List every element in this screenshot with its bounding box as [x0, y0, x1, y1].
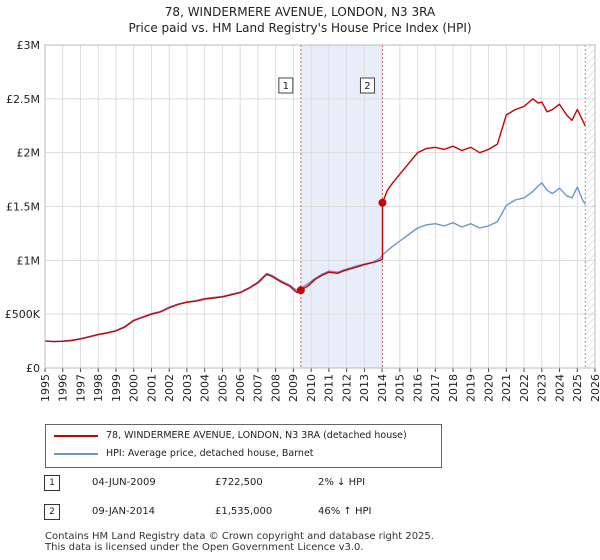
x-tick-label: 2010 [305, 374, 318, 402]
x-tick-label: 2023 [536, 374, 549, 402]
transaction-date: 09-JAN-2014 [92, 506, 156, 517]
x-tick-label: 1995 [39, 374, 52, 402]
transaction-hpi: 46% ↑ HPI [318, 506, 372, 517]
x-tick-label: 2007 [252, 374, 265, 402]
future-hatch [585, 45, 595, 368]
sale-point [378, 198, 387, 207]
y-tick-label: £2.5M [6, 93, 40, 106]
x-tick-label: 2009 [287, 374, 300, 402]
x-tick-label: 2014 [376, 374, 389, 402]
chart-subtitle: Price paid vs. HM Land Registry's House … [128, 21, 472, 35]
sale-label: 1 [283, 81, 289, 92]
x-tick-label: 2008 [269, 374, 282, 402]
y-tick-label: £2M [17, 147, 41, 160]
y-tick-label: £500K [5, 308, 41, 321]
x-tick-label: 1996 [57, 374, 70, 402]
x-tick-label: 2026 [589, 374, 600, 402]
x-tick-label: 2021 [500, 374, 513, 402]
x-tick-label: 1997 [74, 374, 87, 402]
legend-swatch-hpi [54, 453, 98, 455]
footer-licence: This data is licensed under the Open Gov… [45, 542, 364, 553]
transaction-badge: 2 [44, 504, 60, 520]
footer-copyright: Contains HM Land Registry data © Crown c… [45, 531, 434, 542]
x-tick-label: 2003 [181, 374, 194, 402]
x-tick-label: 2019 [465, 374, 478, 402]
transaction-price: £722,500 [215, 477, 263, 488]
x-tick-label: 2005 [216, 374, 229, 402]
sale-label: 2 [364, 81, 370, 92]
y-tick-label: £0 [26, 362, 40, 375]
x-tick-label: 2004 [199, 374, 212, 402]
x-tick-label: 2018 [447, 374, 460, 402]
x-tick-label: 2017 [429, 374, 442, 402]
transaction-hpi: 2% ↓ HPI [318, 477, 366, 488]
transaction-badge: 1 [44, 475, 60, 491]
x-tick-label: 2000 [128, 374, 141, 402]
x-tick-label: 2016 [411, 374, 424, 402]
legend-swatch-property [54, 435, 98, 437]
y-tick-label: £1.5M [6, 201, 40, 214]
sale-label-box [278, 77, 294, 94]
legend: 78, WINDERMERE AVENUE, LONDON, N3 3RA (d… [45, 424, 442, 468]
x-tick-label: 1998 [92, 374, 105, 402]
y-tick-label: £1M [17, 254, 41, 267]
plot-border [44, 44, 596, 369]
x-tick-label: 1999 [110, 374, 123, 402]
x-tick-label: 2013 [358, 374, 371, 402]
transaction-price: £1,535,000 [215, 506, 273, 517]
x-tick-label: 2020 [482, 374, 495, 402]
transaction-row: 1 04-JUN-2009 £722,500 2% ↓ HPI [0, 473, 600, 493]
x-tick-label: 2002 [163, 374, 176, 402]
x-tick-label: 2001 [145, 374, 158, 402]
legend-label-hpi: HPI: Average price, detached house, Barn… [106, 448, 314, 459]
legend-label-property: 78, WINDERMERE AVENUE, LONDON, N3 3RA (d… [106, 430, 407, 441]
sale-point [296, 286, 305, 295]
x-tick-label: 2022 [518, 374, 531, 402]
sale-label-box [359, 77, 375, 94]
x-tick-label: 2025 [571, 374, 584, 402]
transaction-date: 04-JUN-2009 [92, 477, 156, 488]
chart-title: 78, WINDERMERE AVENUE, LONDON, N3 3RA [164, 5, 436, 19]
y-tick-label: £3M [17, 39, 41, 52]
footer: Contains HM Land Registry data © Crown c… [45, 531, 434, 553]
series-line-property [44, 98, 586, 343]
x-tick-label: 2006 [234, 374, 247, 402]
x-tick-label: 2012 [340, 374, 353, 402]
x-tick-label: 2011 [323, 374, 336, 402]
x-tick-label: 2024 [553, 374, 566, 402]
price-chart: £0 £500K £1M £1.5M £2M £2.5M £3M 1995 1996 1997 19… [5, 39, 600, 402]
x-tick-label: 2015 [394, 374, 407, 402]
transaction-row: 2 09-JAN-2014 £1,535,000 46% ↑ HPI [0, 502, 600, 522]
